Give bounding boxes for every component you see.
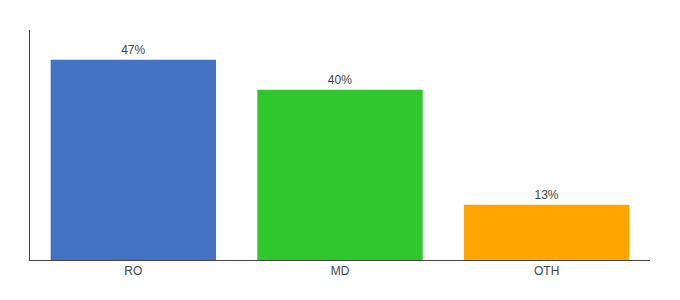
svg-text:OTH: OTH [534, 264, 559, 278]
svg-text:MD: MD [331, 264, 350, 278]
svg-text:RO: RO [124, 264, 142, 278]
svg-text:40%: 40% [328, 73, 352, 87]
svg-text:47%: 47% [121, 43, 145, 57]
svg-text:13%: 13% [534, 188, 558, 202]
